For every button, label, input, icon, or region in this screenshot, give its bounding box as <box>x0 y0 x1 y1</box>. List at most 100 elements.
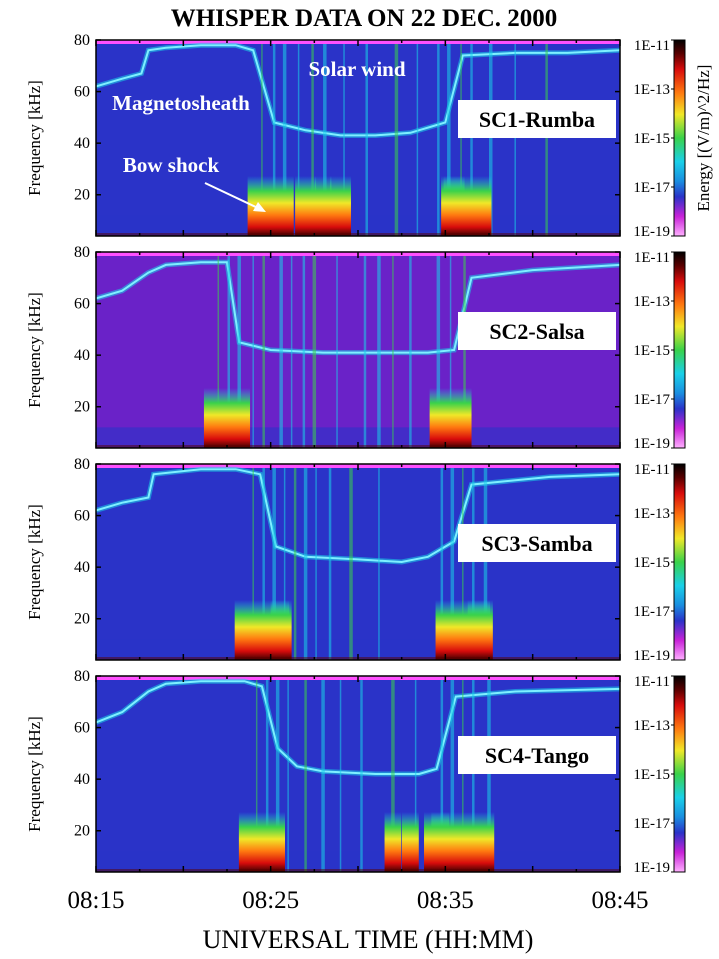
burst <box>330 176 352 236</box>
emission-streak <box>487 680 491 872</box>
colorbar-tick-label: 1E-15 <box>633 131 670 147</box>
y-tick-label: 40 <box>74 347 90 364</box>
x-tick-label: 08:45 <box>592 887 649 914</box>
emission-streak <box>391 680 395 872</box>
y-axis-label: Frequency [kHz] <box>25 80 44 196</box>
burst <box>441 176 492 236</box>
burst <box>429 388 472 448</box>
emission-streak <box>282 44 287 236</box>
spacecraft-label-box <box>458 100 616 138</box>
colorbar-tick-label: 1E-19 <box>633 436 670 452</box>
burst <box>384 812 402 872</box>
emission-streak <box>463 256 466 448</box>
emission-streak <box>545 44 548 236</box>
emission-streak <box>321 680 325 872</box>
emission-streak <box>315 468 317 660</box>
emission-streak <box>217 256 220 448</box>
spacecraft-label: SC3-Samba <box>481 531 592 556</box>
y-axis-label: Frequency [kHz] <box>25 716 44 832</box>
panel-sc2-salsa: 20 40 60 80 Frequency [kHz] SC2-Salsa 1E-11 1E-… <box>25 244 686 452</box>
emission-streak <box>488 44 493 236</box>
emission-streak <box>470 44 473 236</box>
spacecraft-label: SC2-Salsa <box>489 319 584 344</box>
colorbar-tick-label: 1E-19 <box>633 648 670 664</box>
y-tick-label: 40 <box>74 135 90 152</box>
panel-sc3-samba: 20 40 60 80 Frequency [kHz] SC3-Samba 1E-11 1E-… <box>25 456 686 664</box>
y-tick-label: 40 <box>74 559 90 576</box>
emission-streak <box>262 256 265 448</box>
emission-streak <box>447 44 451 236</box>
emission-streak <box>377 256 381 448</box>
emission-streak <box>283 468 286 660</box>
emission-streak <box>414 680 417 872</box>
colorbar-tick-label: 1E-15 <box>633 343 670 359</box>
burst <box>431 812 495 872</box>
emission-streak <box>339 680 342 872</box>
annotation-magnetosheath: Magnetosheath <box>112 91 250 115</box>
burst <box>295 176 317 236</box>
colorbar-tick-label: 1E-11 <box>634 462 670 478</box>
emission-streak <box>293 468 297 660</box>
emission-streak <box>336 256 338 448</box>
emission-streak <box>514 44 516 236</box>
emission-streak <box>237 256 241 448</box>
spacecraft-label-box <box>458 312 616 350</box>
emission-streak <box>252 256 254 448</box>
x-tick-label: 08:25 <box>242 887 299 914</box>
burst <box>203 388 251 448</box>
x-tick-labels: 08:15 08:25 08:35 08:45 <box>68 887 649 914</box>
emission-streak <box>252 468 254 660</box>
y-tick-label: 80 <box>74 668 90 685</box>
emission-streak <box>255 680 258 872</box>
colorbar-tick-label: 1E-19 <box>633 224 670 240</box>
emission-streak <box>363 256 367 448</box>
colorbar-tick-label: 1E-11 <box>634 250 670 266</box>
emission-streak <box>312 256 317 448</box>
emission-streak <box>303 468 308 660</box>
spectrogram-plot <box>96 464 620 660</box>
emission-streak <box>311 44 314 236</box>
spacecraft-label-box <box>458 736 616 774</box>
y-tick-label: 60 <box>74 296 90 313</box>
bow-shock-arrow <box>204 182 259 209</box>
spectrogram-plot <box>96 252 620 448</box>
emission-streak <box>394 44 399 236</box>
y-tick-label: 40 <box>74 771 90 788</box>
spacecraft-label-box <box>458 524 616 562</box>
emission-streak <box>365 44 368 236</box>
emission-streak <box>287 680 289 872</box>
colorbar-tick-label: 1E-13 <box>633 82 670 98</box>
colorbar <box>673 463 686 661</box>
burst <box>314 176 332 236</box>
emission-streak <box>462 680 464 872</box>
y-tick-label: 80 <box>74 32 90 49</box>
colorbar-tick-label: 1E-11 <box>634 38 670 54</box>
spacecraft-label: SC1-Rumba <box>479 107 595 132</box>
colorbar-tick-label: 1E-15 <box>633 767 670 783</box>
spacecraft-label: SC4-Tango <box>485 743 589 768</box>
colorbar-tick-label: 1E-17 <box>633 392 670 408</box>
emission-streak <box>392 256 394 448</box>
emission-streak <box>440 680 444 872</box>
emission-streak <box>450 680 455 872</box>
emission-streak <box>483 468 488 660</box>
colorbar-label: Energy [(V/m)^2/Hz] <box>694 65 713 212</box>
emission-streak <box>440 468 444 660</box>
y-tick-label: 20 <box>74 187 90 204</box>
colorbar-tick-label: 1E-13 <box>633 294 670 310</box>
y-tick-label: 80 <box>74 456 90 473</box>
emission-streak <box>275 680 280 872</box>
emission-streak <box>302 256 306 448</box>
colorbar-tick-label: 1E-19 <box>633 860 670 876</box>
emission-streak <box>227 256 230 448</box>
emission-streak <box>472 680 475 872</box>
panel-sc4-tango: 20 40 60 80 Frequency [kHz] SC4-Tango 1E-11 1E-… <box>25 668 686 876</box>
x-tick-label: 08:35 <box>417 887 474 914</box>
y-tick-label: 20 <box>74 823 90 840</box>
colorbar-tick-label: 1E-17 <box>633 180 670 196</box>
emission-streak <box>323 44 327 236</box>
x-tick-label: 08:15 <box>68 887 125 914</box>
emission-streak <box>462 468 464 660</box>
emission-streak <box>265 680 269 872</box>
